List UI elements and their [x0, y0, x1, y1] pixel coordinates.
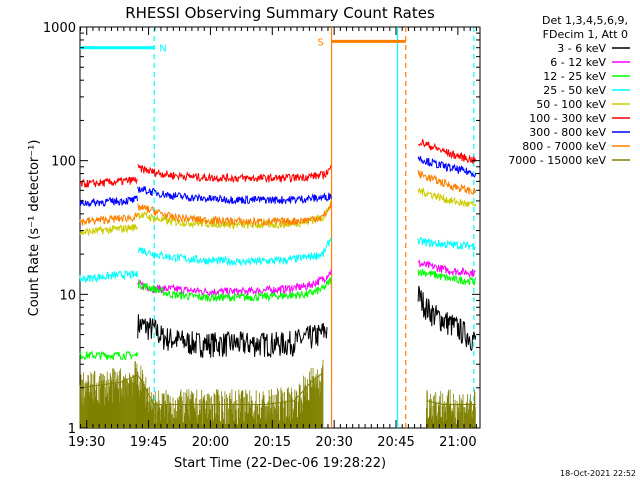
series-12-25kev — [79, 268, 477, 361]
series-line — [417, 268, 477, 286]
plot-frame — [79, 26, 481, 429]
plot-area — [79, 26, 481, 429]
series-line — [417, 155, 477, 178]
chart-title: RHESSI Observing Summary Count Rates — [125, 4, 435, 22]
x-tick-label: 20:30 — [315, 435, 352, 450]
series-line — [418, 138, 477, 164]
x-axis-label: Start Time (22-Dec-06 19:28:22) — [174, 456, 386, 471]
series-6-12kev — [137, 259, 476, 297]
series-800-7000kev — [79, 169, 477, 227]
y-axis: 1 10 100 1000 — [43, 21, 480, 437]
series-100-300kev — [79, 138, 477, 188]
event-bar-label: S — [318, 37, 324, 48]
series-line — [417, 187, 477, 208]
timestamp: 18-Oct-2021 22:52 — [560, 469, 636, 478]
series-line — [426, 400, 476, 405]
legend: Det 1,3,4,5,6,9, FDecim 1, Att 0 3 - 6 k… — [508, 14, 630, 167]
legend-label: 800 - 7000 keV — [522, 140, 606, 153]
y-tick-label: 1 — [68, 422, 76, 437]
series-7000-15000kev — [79, 359, 476, 428]
series-line — [417, 285, 477, 352]
series-line — [137, 236, 332, 267]
legend-label: 7000 - 15000 keV — [508, 154, 606, 167]
legend-label: 100 - 300 keV — [529, 112, 606, 125]
x-tick-label: 19:30 — [68, 435, 105, 450]
y-axis-label: Count Rate (s⁻¹ detector⁻¹) — [27, 140, 42, 317]
series-line — [417, 169, 477, 196]
series-line — [137, 314, 328, 358]
legend-header-line-1: Det 1,3,4,5,6,9, — [542, 14, 628, 27]
series-25-50kev — [79, 236, 477, 284]
series-line — [79, 195, 138, 208]
series-50-100kev — [79, 187, 477, 236]
series-line — [137, 186, 332, 206]
series-3-6kev — [137, 285, 477, 358]
series-line — [137, 276, 332, 303]
y-tick-label: 100 — [51, 155, 76, 170]
x-tick-label: 20:15 — [254, 435, 291, 450]
x-tick-label: 20:45 — [377, 435, 414, 450]
series-line — [417, 259, 476, 278]
series-line — [79, 223, 138, 236]
legend-label: 50 - 100 keV — [536, 98, 606, 111]
annotations: NS — [80, 27, 475, 428]
x-axis: 19:30 19:45 20:00 20:15 20:30 20:45 21:00 — [68, 27, 477, 450]
legend-label: 6 - 12 keV — [550, 56, 606, 69]
legend-label: 300 - 800 keV — [529, 126, 606, 139]
x-tick-label: 19:45 — [130, 435, 167, 450]
series-line — [79, 212, 138, 226]
y-tick-label: 1000 — [43, 21, 76, 36]
series-line — [137, 164, 332, 184]
x-tick-label: 20:00 — [192, 435, 229, 450]
legend-label: 12 - 25 keV — [543, 70, 606, 83]
y-tick-label: 10 — [59, 288, 76, 303]
series-line — [79, 269, 138, 284]
series-line — [79, 176, 138, 188]
x-tick-label: 21:00 — [439, 435, 476, 450]
legend-label: 25 - 50 keV — [543, 84, 606, 97]
legend-header-line-2: FDecim 1, Att 0 — [543, 28, 628, 41]
legend-label: 3 - 6 keV — [557, 42, 606, 55]
series-group — [79, 138, 477, 428]
series-line — [137, 203, 332, 227]
series-line — [417, 237, 477, 251]
series-line — [79, 350, 138, 361]
series-300-800kev — [79, 155, 477, 208]
series-line — [137, 269, 332, 297]
event-bar-label: N — [159, 44, 166, 55]
